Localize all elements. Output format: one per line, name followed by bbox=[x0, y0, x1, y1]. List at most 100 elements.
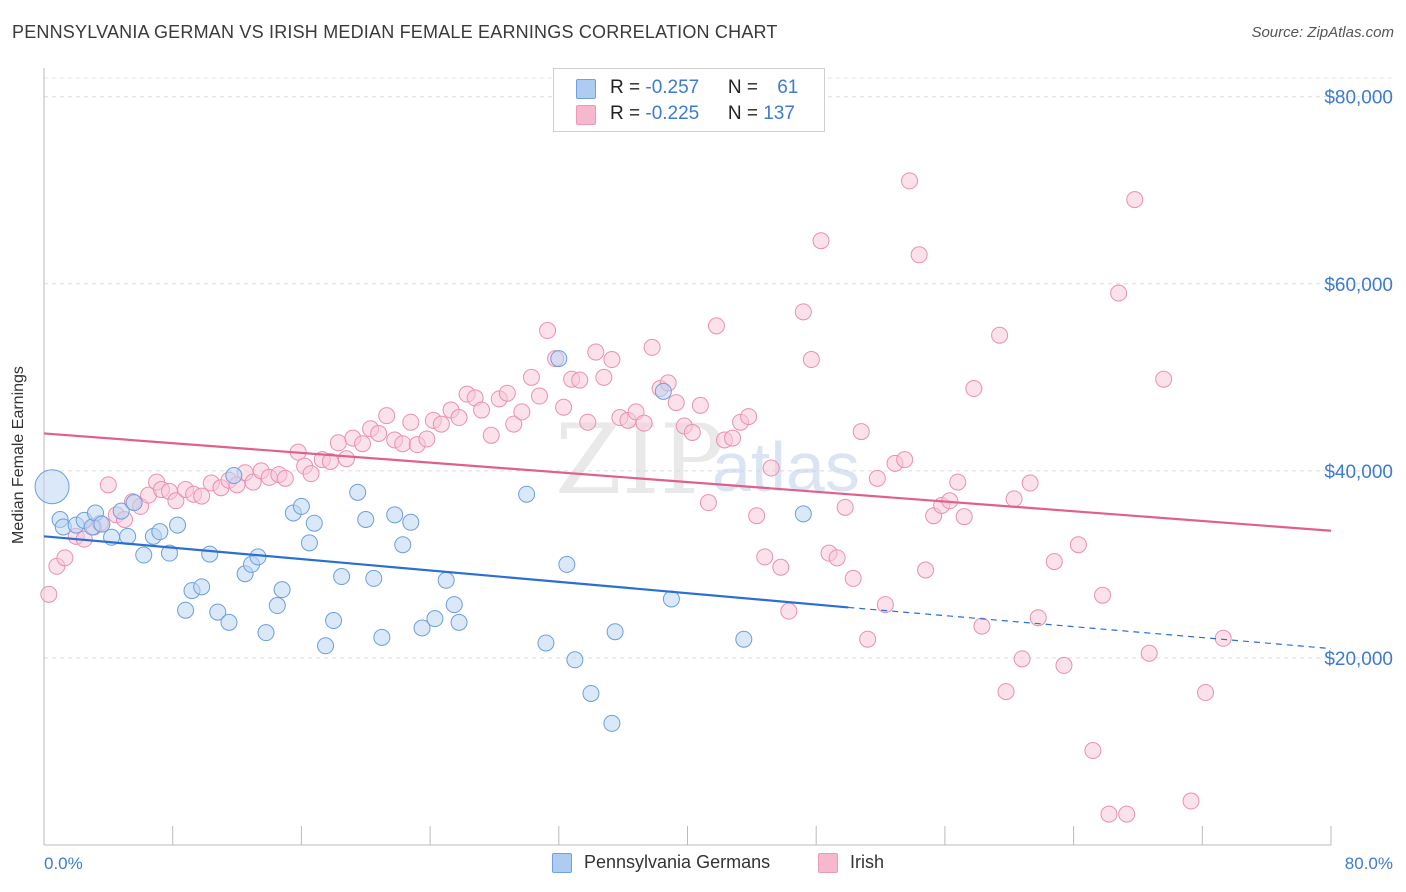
data-point bbox=[518, 485, 536, 503]
data-point bbox=[852, 423, 870, 441]
y-tick-label: $80,000 bbox=[1324, 88, 1393, 109]
data-point bbox=[1005, 490, 1023, 508]
legend-swatch-blue bbox=[576, 79, 596, 99]
x-tick-label-max: 80.0% bbox=[1345, 854, 1393, 873]
n-label: N = bbox=[727, 77, 764, 98]
data-point bbox=[321, 453, 339, 470]
data-point bbox=[1045, 553, 1063, 571]
data-point bbox=[169, 516, 187, 534]
data-point bbox=[370, 424, 388, 442]
data-point bbox=[119, 527, 137, 545]
data-point bbox=[844, 569, 862, 587]
data-point bbox=[112, 502, 130, 520]
pennsylvania-german-points bbox=[34, 350, 812, 732]
data-point bbox=[402, 413, 420, 431]
axes bbox=[43, 68, 1332, 846]
data-point bbox=[125, 494, 143, 512]
data-point bbox=[317, 637, 335, 655]
data-point bbox=[1021, 474, 1039, 492]
data-point bbox=[1118, 805, 1136, 823]
data-point bbox=[748, 507, 766, 525]
r-value: -0.225 bbox=[645, 103, 700, 124]
chart-title: PENNSYLVANIA GERMAN VS IRISH MEDIAN FEMA… bbox=[12, 22, 778, 42]
data-point bbox=[691, 396, 709, 414]
data-point bbox=[193, 487, 211, 505]
stats-legend: R = -0.257 N = 61 R = -0.225 N = 137 bbox=[553, 68, 825, 132]
r-value: -0.257 bbox=[645, 77, 700, 98]
legend-swatch-pink bbox=[576, 105, 596, 125]
data-point bbox=[566, 651, 584, 669]
data-point bbox=[802, 351, 820, 369]
data-point bbox=[1197, 684, 1215, 702]
data-point bbox=[522, 368, 540, 386]
data-point bbox=[1182, 792, 1200, 810]
trend-line-pennsylvania-germans bbox=[43, 535, 849, 609]
data-point bbox=[386, 506, 404, 524]
data-point bbox=[257, 624, 275, 642]
data-point bbox=[1094, 586, 1112, 604]
data-point bbox=[587, 343, 605, 361]
y-tick-label: $40,000 bbox=[1324, 462, 1393, 483]
data-point bbox=[571, 371, 589, 389]
data-point bbox=[1100, 805, 1118, 823]
data-point bbox=[955, 508, 973, 526]
data-point bbox=[662, 590, 680, 608]
data-point bbox=[193, 578, 211, 596]
r-label: R = bbox=[610, 77, 646, 98]
data-point bbox=[93, 515, 111, 533]
data-point bbox=[876, 596, 894, 614]
series-legend: Pennsylvania Germans Irish bbox=[0, 851, 1406, 877]
data-point bbox=[445, 596, 463, 614]
data-point bbox=[437, 571, 455, 589]
data-point bbox=[579, 413, 597, 431]
data-point bbox=[973, 617, 991, 635]
data-point bbox=[603, 351, 621, 369]
r-label: R = bbox=[610, 103, 646, 124]
data-point bbox=[1110, 284, 1128, 302]
data-point bbox=[1126, 191, 1144, 209]
data-point bbox=[402, 513, 420, 531]
data-point bbox=[1155, 370, 1173, 388]
data-point bbox=[135, 546, 153, 564]
data-point bbox=[558, 555, 576, 573]
chart-source: Source: ZipAtlas.com bbox=[1251, 24, 1394, 41]
data-point bbox=[772, 558, 790, 576]
data-point bbox=[1214, 629, 1232, 647]
data-point bbox=[896, 451, 914, 469]
y-tick-label: $20,000 bbox=[1324, 649, 1393, 670]
data-point bbox=[530, 387, 548, 405]
data-point bbox=[354, 435, 372, 453]
data-point bbox=[333, 568, 351, 586]
data-point bbox=[667, 394, 685, 412]
data-point bbox=[1140, 644, 1158, 662]
legend-swatch-blue bbox=[552, 853, 572, 873]
data-point bbox=[268, 597, 286, 615]
data-point bbox=[1013, 650, 1031, 668]
data-point bbox=[1084, 742, 1102, 760]
data-point bbox=[1029, 609, 1047, 627]
data-point bbox=[450, 409, 468, 427]
irish-points bbox=[40, 172, 1232, 823]
y-tick-labels: $20,000 $40,000 $60,000 $80,000 bbox=[1324, 88, 1393, 670]
data-point bbox=[426, 610, 444, 628]
data-point bbox=[603, 714, 621, 732]
data-point bbox=[292, 497, 310, 515]
data-point bbox=[249, 548, 267, 566]
data-point bbox=[177, 601, 195, 619]
data-point bbox=[394, 536, 412, 554]
data-point bbox=[812, 232, 830, 250]
data-point bbox=[273, 581, 291, 599]
data-point bbox=[780, 602, 798, 620]
data-point bbox=[40, 585, 58, 603]
data-point bbox=[56, 549, 74, 567]
data-point bbox=[724, 429, 742, 447]
data-point bbox=[762, 459, 780, 477]
data-point bbox=[302, 465, 320, 483]
data-point bbox=[167, 492, 185, 510]
data-point bbox=[794, 303, 812, 321]
data-point bbox=[699, 494, 717, 512]
data-point bbox=[325, 612, 343, 630]
data-point bbox=[868, 469, 886, 487]
data-point bbox=[473, 401, 491, 419]
data-point bbox=[735, 630, 753, 648]
